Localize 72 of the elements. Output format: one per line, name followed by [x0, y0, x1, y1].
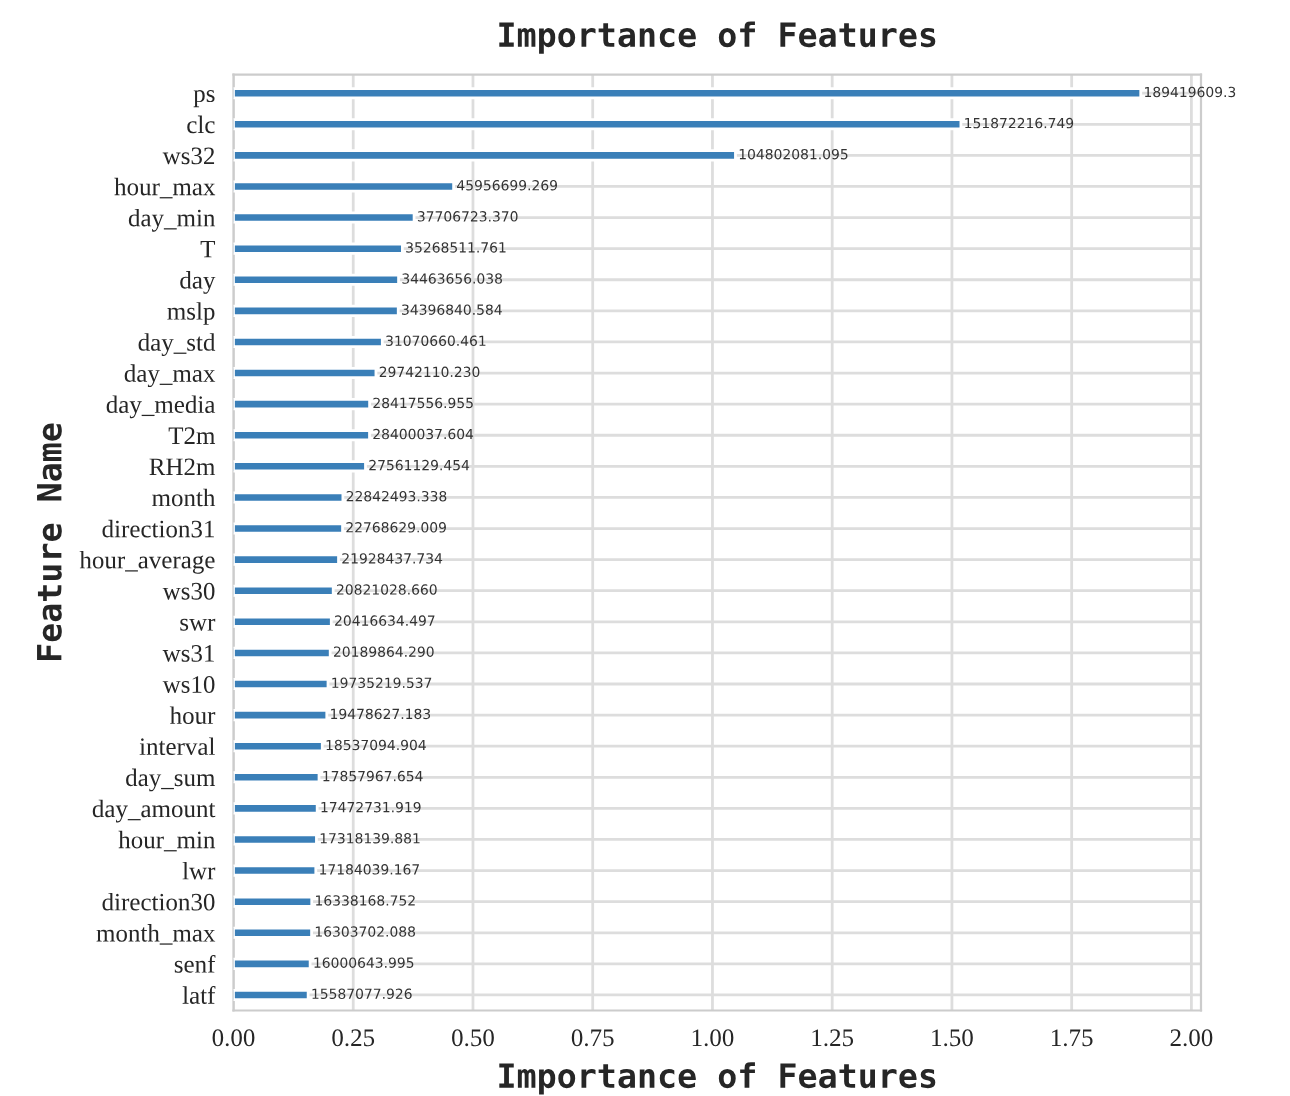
x-tick-label: 1.25	[812, 1029, 854, 1047]
bar	[233, 522, 344, 535]
y-tick-label: ws10	[162, 676, 215, 693]
bar	[233, 988, 310, 1002]
y-tick-label: latf	[182, 986, 216, 1004]
y-tick-label: hour	[169, 706, 216, 725]
bar	[233, 429, 371, 442]
bar	[233, 615, 333, 628]
y-tick-label: clc	[187, 115, 215, 134]
y-tick-label: swr	[180, 618, 216, 631]
x-tick-label: 0.50	[452, 1029, 494, 1047]
y-tick-label: month	[152, 488, 216, 507]
bar	[233, 677, 330, 691]
y-axis-title: Feature Name	[37, 423, 62, 660]
y-tick-label: ws30	[162, 582, 215, 600]
y-tick-label: RH2m	[149, 458, 216, 476]
bar	[233, 771, 321, 784]
bar	[233, 149, 737, 162]
bar	[233, 118, 963, 131]
chart-title: Importance of Features	[499, 21, 936, 54]
y-tick-label: interval	[139, 737, 215, 756]
bar	[233, 926, 313, 939]
bar	[233, 553, 340, 566]
bar	[233, 864, 318, 877]
bar	[233, 802, 319, 815]
y-tick-label: ps	[193, 90, 215, 108]
y-tick-label: hour_min	[118, 830, 216, 852]
y-tick-label: senf	[174, 954, 216, 973]
y-tick-label: T2m	[168, 427, 216, 444]
y-tick-label: mslp	[167, 302, 215, 325]
bar	[233, 957, 312, 970]
bar	[233, 366, 378, 380]
bar	[233, 646, 332, 659]
y-tick-label: day_sum	[126, 768, 216, 792]
bar	[233, 335, 384, 349]
y-tick-label: ws32	[162, 147, 215, 165]
y-tick-label: direction30	[102, 893, 215, 911]
x-tick-label: 1.00	[692, 1029, 734, 1047]
bar	[233, 211, 416, 224]
y-tick-label: hour_max	[114, 177, 216, 199]
y-tick-label: day_amount	[92, 799, 216, 823]
y-tick-label: T	[200, 240, 216, 258]
y-tick-label: hour_average	[79, 550, 215, 574]
y-tick-label: day_media	[106, 395, 216, 419]
y-tick-label: lwr	[182, 861, 216, 880]
x-axis-title: Importance of Features	[499, 1062, 936, 1095]
bar	[233, 709, 329, 722]
y-tick-label: day_std	[138, 333, 216, 357]
x-tick-label: 2.00	[1170, 1029, 1213, 1047]
bar	[233, 491, 345, 504]
bar	[233, 584, 335, 597]
y-tick-label: direction31	[102, 519, 214, 538]
bar	[233, 895, 314, 908]
bar	[233, 833, 318, 846]
bar	[233, 273, 400, 286]
x-tick-label: 1.50	[932, 1029, 973, 1047]
bar	[233, 180, 455, 193]
y-tick-label: month_max	[96, 924, 216, 945]
bar	[233, 87, 1143, 100]
bar	[233, 398, 371, 411]
x-tick-label: 0.75	[571, 1029, 614, 1047]
y-tick-label: ws31	[162, 645, 214, 662]
bar	[233, 304, 400, 317]
y-tick-label: day	[180, 271, 216, 294]
bar	[233, 740, 324, 753]
bar	[233, 242, 404, 255]
x-tick-label: 1.75	[1051, 1029, 1093, 1047]
y-tick-label: day_max	[124, 364, 216, 388]
x-tick-label: 0.00	[212, 1029, 255, 1047]
bar	[233, 460, 367, 473]
x-tick-label: 0.25	[332, 1029, 375, 1047]
y-tick-label: day_min	[128, 208, 216, 232]
